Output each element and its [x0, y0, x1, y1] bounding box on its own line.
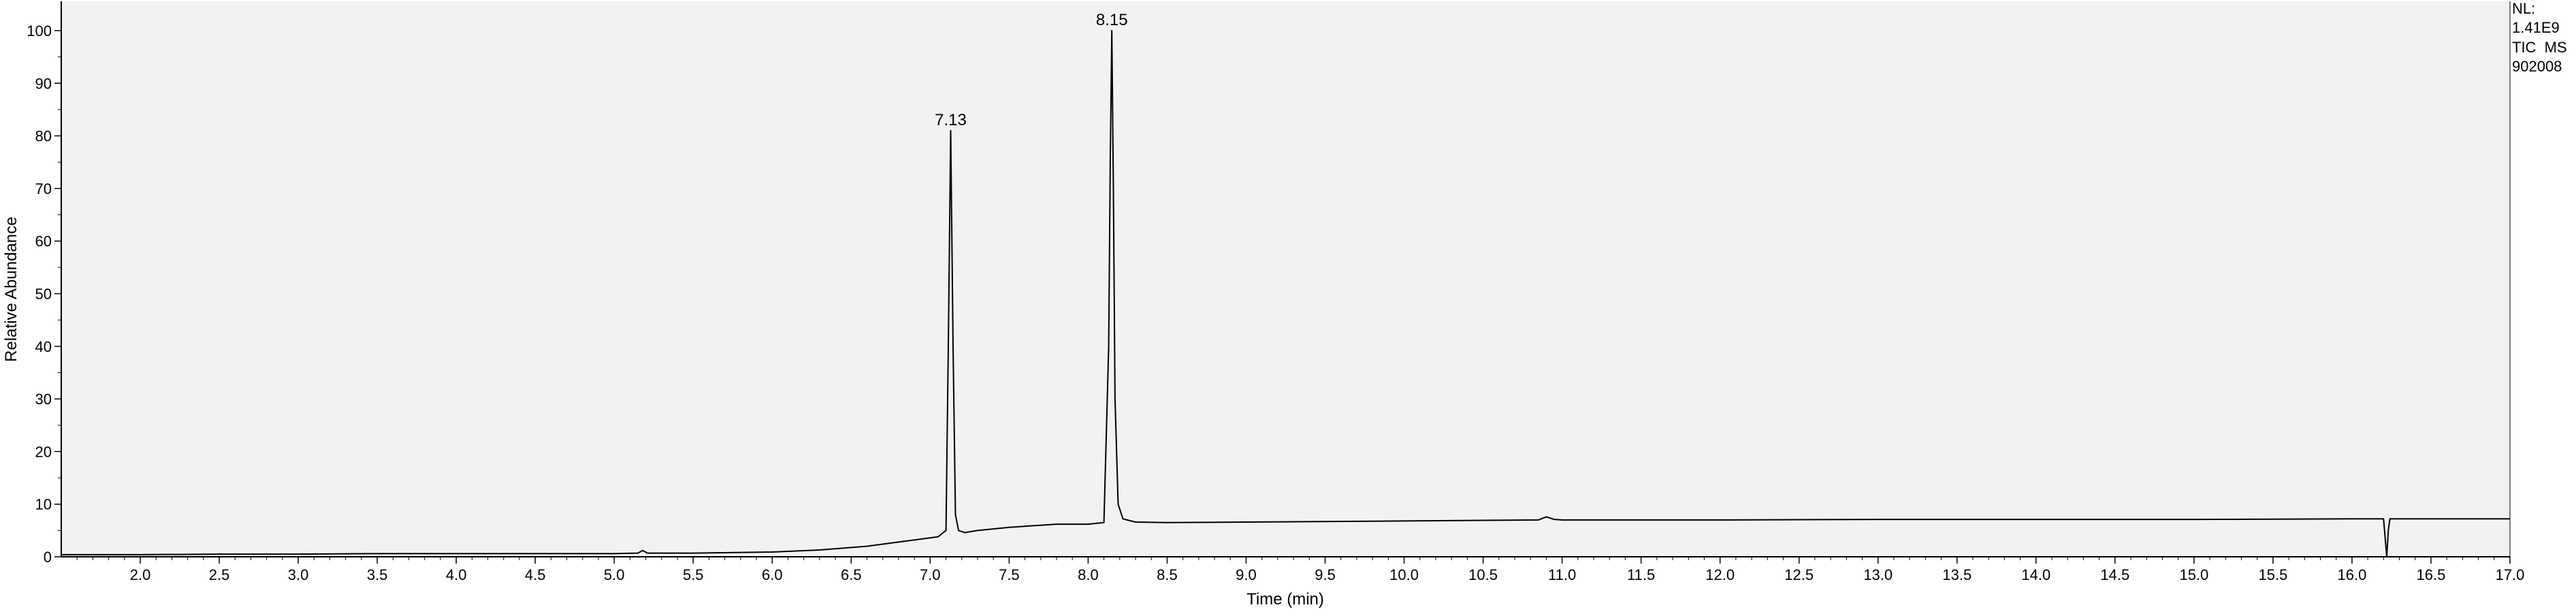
x-tick-label: 10.0	[1389, 566, 1419, 583]
x-tick-label: 5.0	[604, 566, 625, 583]
x-tick-label: 9.0	[1236, 566, 1257, 583]
y-tick-label: 60	[35, 233, 52, 250]
y-tick-label: 50	[35, 286, 52, 303]
y-tick-label: 10	[35, 496, 52, 513]
x-tick-label: 12.0	[1705, 566, 1735, 583]
x-tick-label: 11.5	[1627, 566, 1655, 583]
x-tick-label: 12.5	[1784, 566, 1814, 583]
x-tick-label: 7.0	[920, 566, 941, 583]
normalization-info: NL: 1.41E9 TIC MS 902008	[2512, 0, 2567, 75]
peak-labels: 7.13 8.15	[935, 11, 1127, 129]
y-tick-label: 100	[27, 22, 52, 39]
x-tick-label: 16.0	[2338, 566, 2367, 583]
x-tick-label: 4.5	[525, 566, 546, 583]
peak-label: 8.15	[1096, 11, 1128, 29]
y-tick-label: 80	[35, 128, 52, 145]
x-tick-label: 7.5	[999, 566, 1020, 583]
y-tick-label: 40	[35, 338, 52, 355]
x-tick-label: 6.0	[762, 566, 783, 583]
x-tick-label: 8.0	[1078, 566, 1099, 583]
x-tick-label: 9.5	[1315, 566, 1336, 583]
y-tick-label: 30	[35, 391, 52, 408]
x-tick-label: 13.5	[1942, 566, 1971, 583]
y-tick-label: 20	[35, 443, 52, 460]
x-tick-label: 4.0	[446, 566, 467, 583]
x-tick-label: 8.5	[1157, 566, 1178, 583]
x-tick-label: 10.5	[1468, 566, 1498, 583]
x-tick-label: 11.0	[1548, 566, 1576, 583]
x-axis-ticks: 2.0 2.5 3.0 3.5 4.0 4.5 5.0 5.5 6.0 6.5 7.0 7.5 8.0 8…	[130, 557, 2525, 583]
info-line-scan: TIC MS	[2512, 39, 2567, 56]
info-line-level: 1.41E9	[2512, 19, 2560, 36]
plot-background	[61, 1, 2510, 557]
x-tick-label: 14.0	[2021, 566, 2050, 583]
tic-trace-line	[61, 30, 2510, 557]
x-tick-label: 13.0	[1863, 566, 1893, 583]
x-axis-title: Time (min)	[1246, 590, 1324, 609]
info-line-nl: NL:	[2512, 0, 2535, 17]
x-tick-label: 2.0	[130, 566, 151, 583]
x-tick-label: 14.5	[2100, 566, 2129, 583]
x-tick-label: 15.5	[2258, 566, 2287, 583]
y-axis-ticks: 0 10 20 30 40 50 60 70 80 90 100	[27, 22, 61, 566]
x-tick-label: 16.5	[2417, 566, 2446, 583]
x-tick-label: 17.0	[2496, 566, 2525, 583]
x-tick-label: 3.0	[288, 566, 309, 583]
x-tick-label: 15.0	[2179, 566, 2208, 583]
peak-label: 7.13	[935, 111, 967, 129]
x-tick-label: 3.5	[367, 566, 388, 583]
y-axis-title: Relative Abundance	[2, 216, 20, 362]
y-tick-label: 90	[35, 75, 52, 92]
y-tick-label: 70	[35, 180, 52, 197]
x-tick-label: 2.5	[209, 566, 230, 583]
info-line-file: 902008	[2512, 58, 2562, 75]
x-tick-label: 5.5	[683, 566, 704, 583]
x-tick-label: 6.5	[841, 566, 862, 583]
y-tick-label: 0	[44, 549, 52, 566]
